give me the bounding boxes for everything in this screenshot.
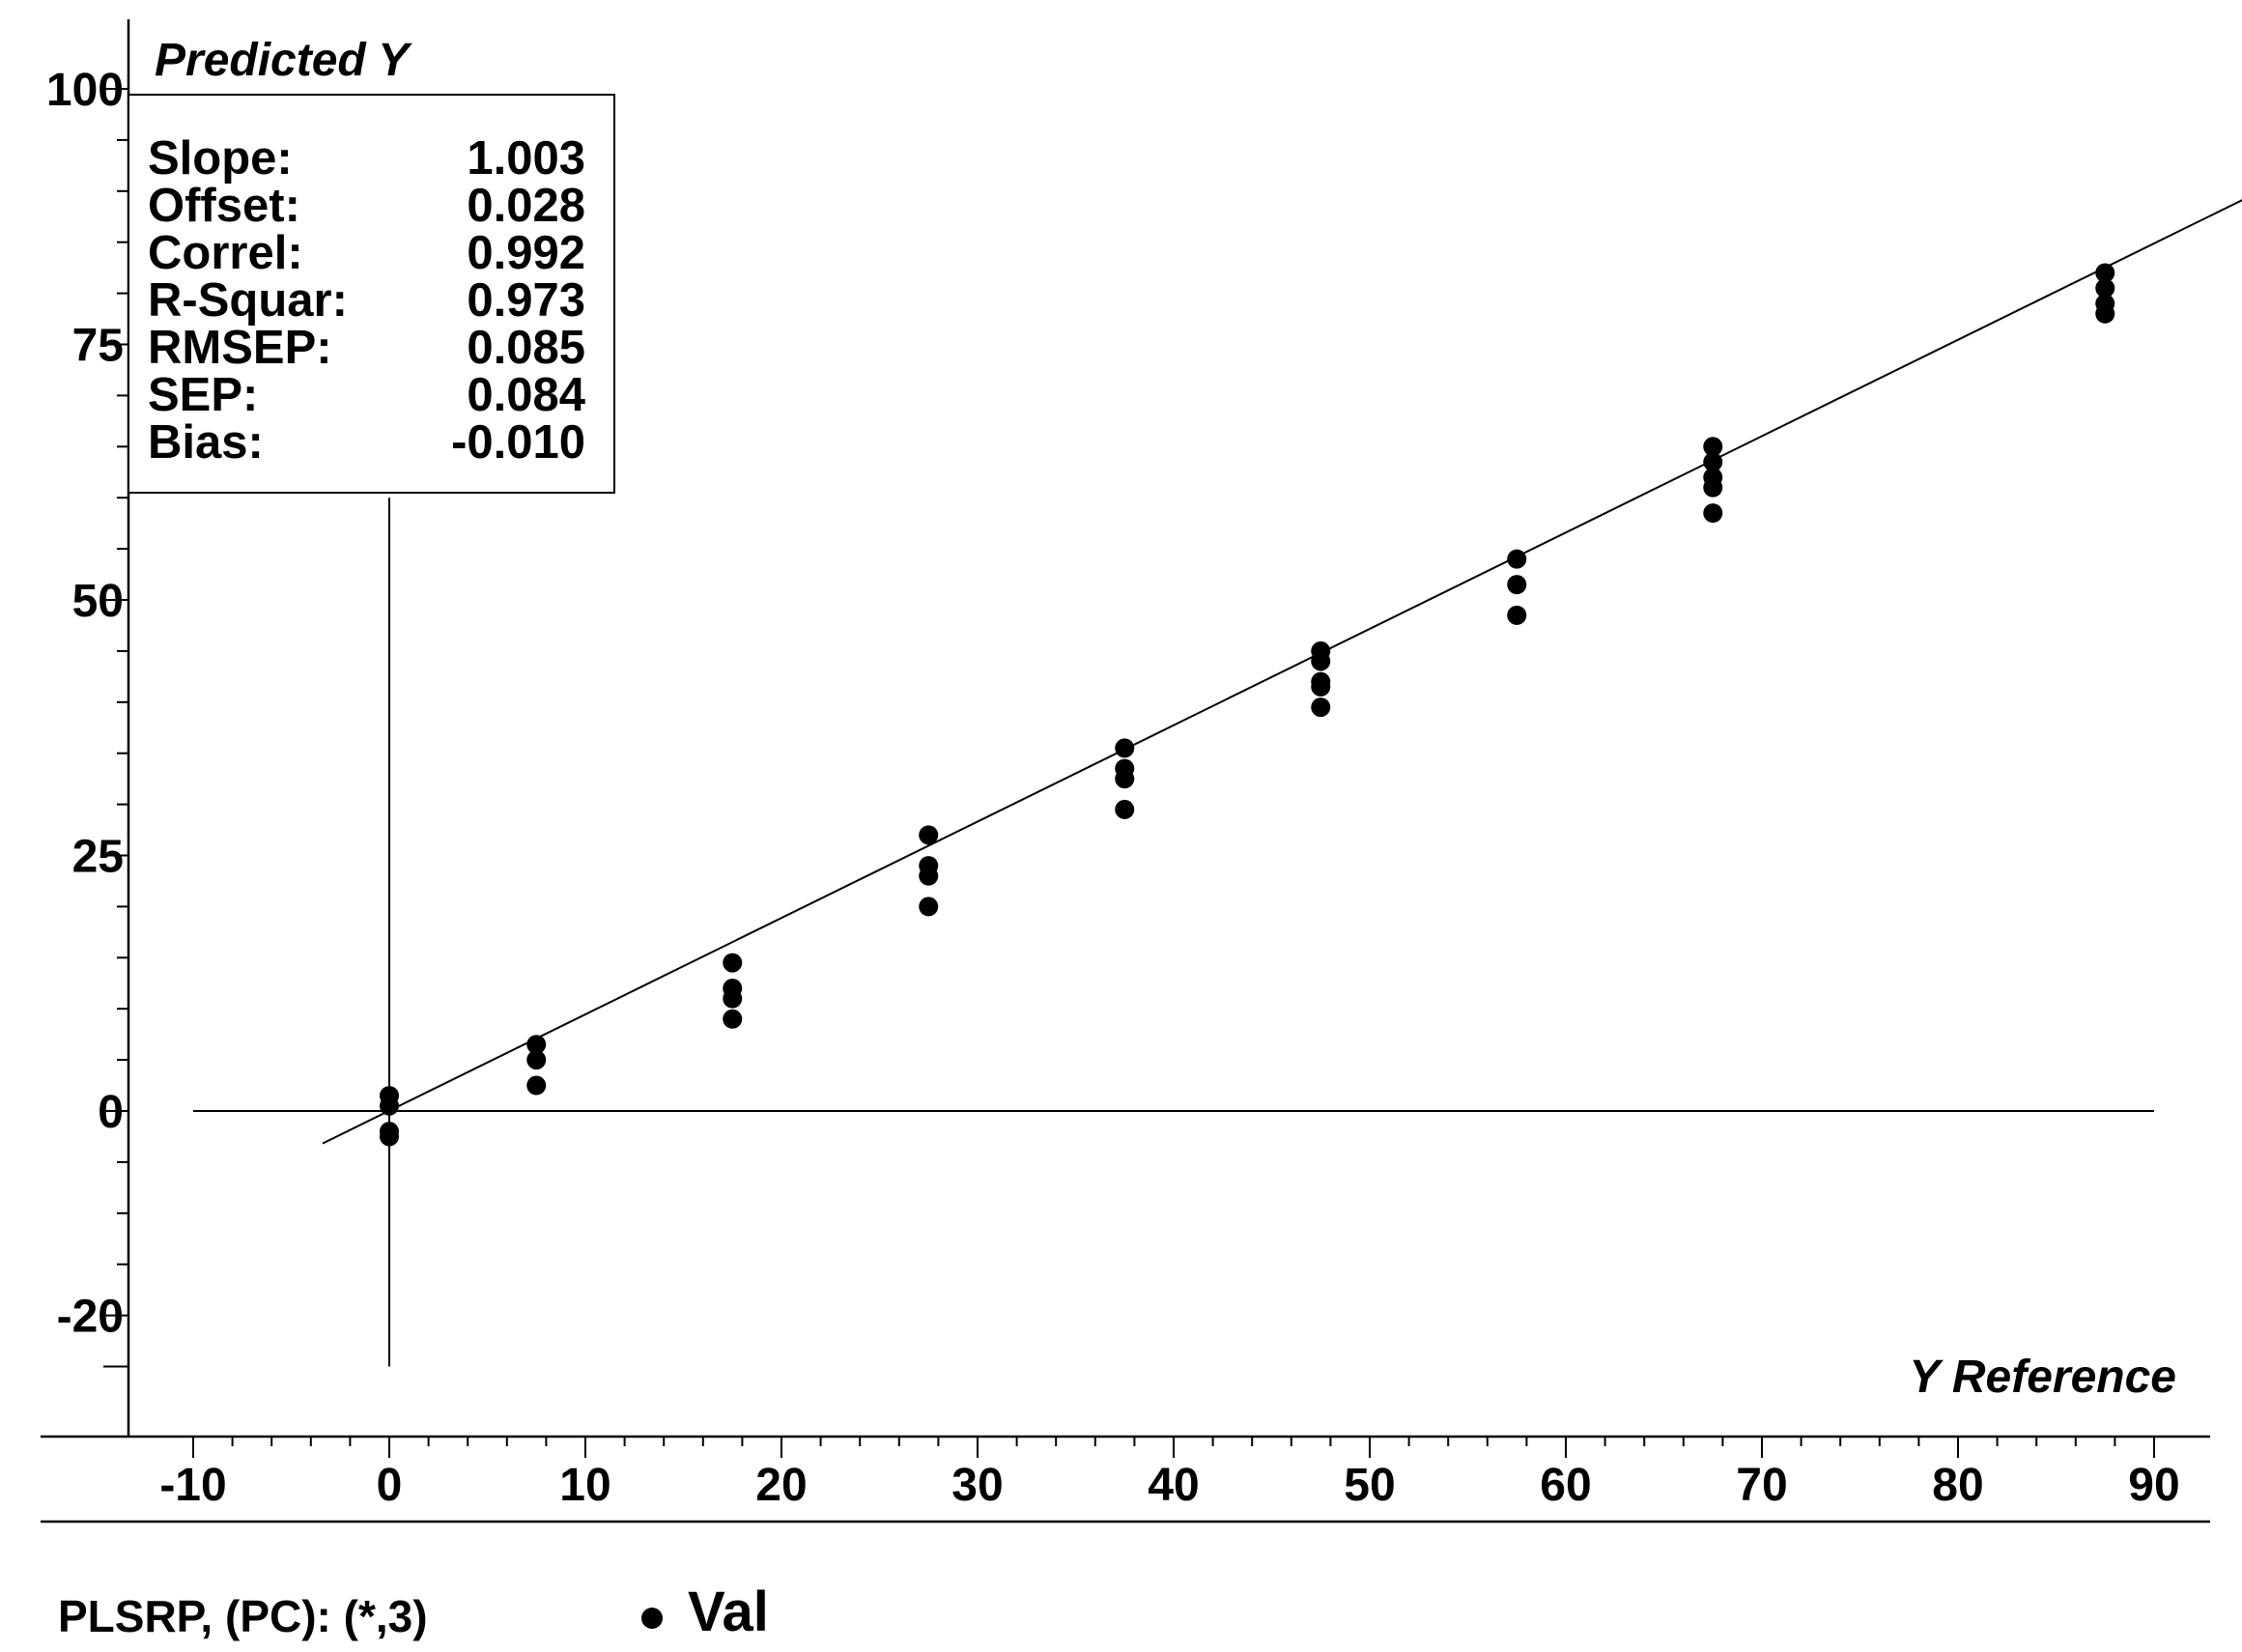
x-axis: -10 0 10 20 30 40 50 60 70 80 90: [159, 1437, 2180, 1511]
zero-lines: [193, 498, 2154, 1367]
stat-label: RMSEP:: [148, 322, 332, 374]
x-tick-label: 0: [377, 1460, 403, 1511]
model-label: PLSRP, (PC): (*,3): [58, 1591, 428, 1641]
stat-label: Offset:: [148, 180, 300, 232]
data-point: [1507, 605, 1527, 625]
data-points: [380, 263, 2115, 1147]
data-point: [1703, 477, 1723, 498]
stat-label: R-Squar:: [148, 274, 348, 327]
regression-line: [322, 199, 2242, 1145]
stat-label: Correl:: [148, 227, 303, 279]
x-tick-label: 30: [951, 1460, 1003, 1511]
data-point: [1507, 575, 1527, 595]
stat-value: 0.084: [467, 369, 585, 421]
y-tick-label: -20: [57, 1292, 124, 1343]
regression-line-group: [322, 199, 2242, 1145]
statistics-box: Slope: 1.003 Offset: 0.028 Correl: 0.992 R-Squ…: [128, 94, 615, 494]
stat-label: Bias:: [148, 416, 264, 469]
y-tick-label: 25: [72, 832, 124, 883]
data-point: [1115, 769, 1135, 789]
x-tick-label: 80: [1932, 1460, 1983, 1511]
data-point: [1311, 676, 1331, 697]
y-axis: -20 0 25 50 75 100: [46, 65, 128, 1368]
data-point: [526, 1075, 547, 1096]
data-point: [2095, 263, 2115, 283]
x-axis-title: Y Reference: [1909, 1352, 2176, 1403]
y-axis-title: Predicted Y: [155, 35, 412, 86]
data-point: [919, 897, 939, 917]
data-point: [919, 825, 939, 845]
data-point: [526, 1035, 547, 1055]
stat-value: 0.085: [467, 322, 585, 374]
y-tick-label: 100: [46, 65, 124, 116]
footer: PLSRP, (PC): (*,3) Val: [58, 1581, 769, 1643]
data-point: [2095, 303, 2115, 324]
data-point: [1703, 503, 1723, 524]
stat-value: -0.010: [451, 416, 585, 469]
data-point: [1115, 738, 1135, 758]
data-point: [1311, 698, 1331, 718]
y-tick-label: 75: [72, 321, 124, 372]
stat-label: SEP:: [148, 369, 258, 421]
data-point: [1311, 651, 1331, 671]
stat-value: 0.028: [467, 180, 585, 232]
stat-value: 0.973: [467, 274, 585, 327]
legend-label: Val: [688, 1581, 769, 1643]
data-point: [380, 1096, 399, 1116]
x-tick-label: 40: [1148, 1460, 1199, 1511]
x-tick-label: 90: [2128, 1460, 2179, 1511]
data-point: [723, 988, 743, 1009]
stat-value: 1.003: [467, 132, 585, 185]
data-point: [1703, 452, 1723, 472]
x-tick-label: -10: [159, 1460, 226, 1511]
data-point: [2095, 278, 2115, 299]
x-tick-label: 50: [1344, 1460, 1395, 1511]
x-tick-label: 20: [755, 1460, 807, 1511]
data-point: [1703, 437, 1723, 457]
data-point: [723, 953, 743, 973]
data-point: [919, 866, 939, 886]
x-tick-label: 10: [559, 1460, 610, 1511]
axis-titles: Predicted Y Y Reference: [155, 35, 2176, 1403]
data-point: [1507, 549, 1527, 569]
data-point: [526, 1050, 547, 1070]
data-point: [1115, 799, 1135, 819]
data-point: [723, 1009, 743, 1029]
x-tick-label: 70: [1736, 1460, 1787, 1511]
stats-box-frame: [128, 94, 615, 494]
legend-marker: [641, 1608, 663, 1629]
stat-label: Slope:: [148, 132, 293, 185]
x-tick-label: 60: [1540, 1460, 1591, 1511]
data-point: [380, 1126, 399, 1147]
y-tick-label: 0: [98, 1087, 124, 1138]
y-tick-label: 50: [72, 576, 124, 627]
stat-value: 0.992: [467, 227, 585, 279]
